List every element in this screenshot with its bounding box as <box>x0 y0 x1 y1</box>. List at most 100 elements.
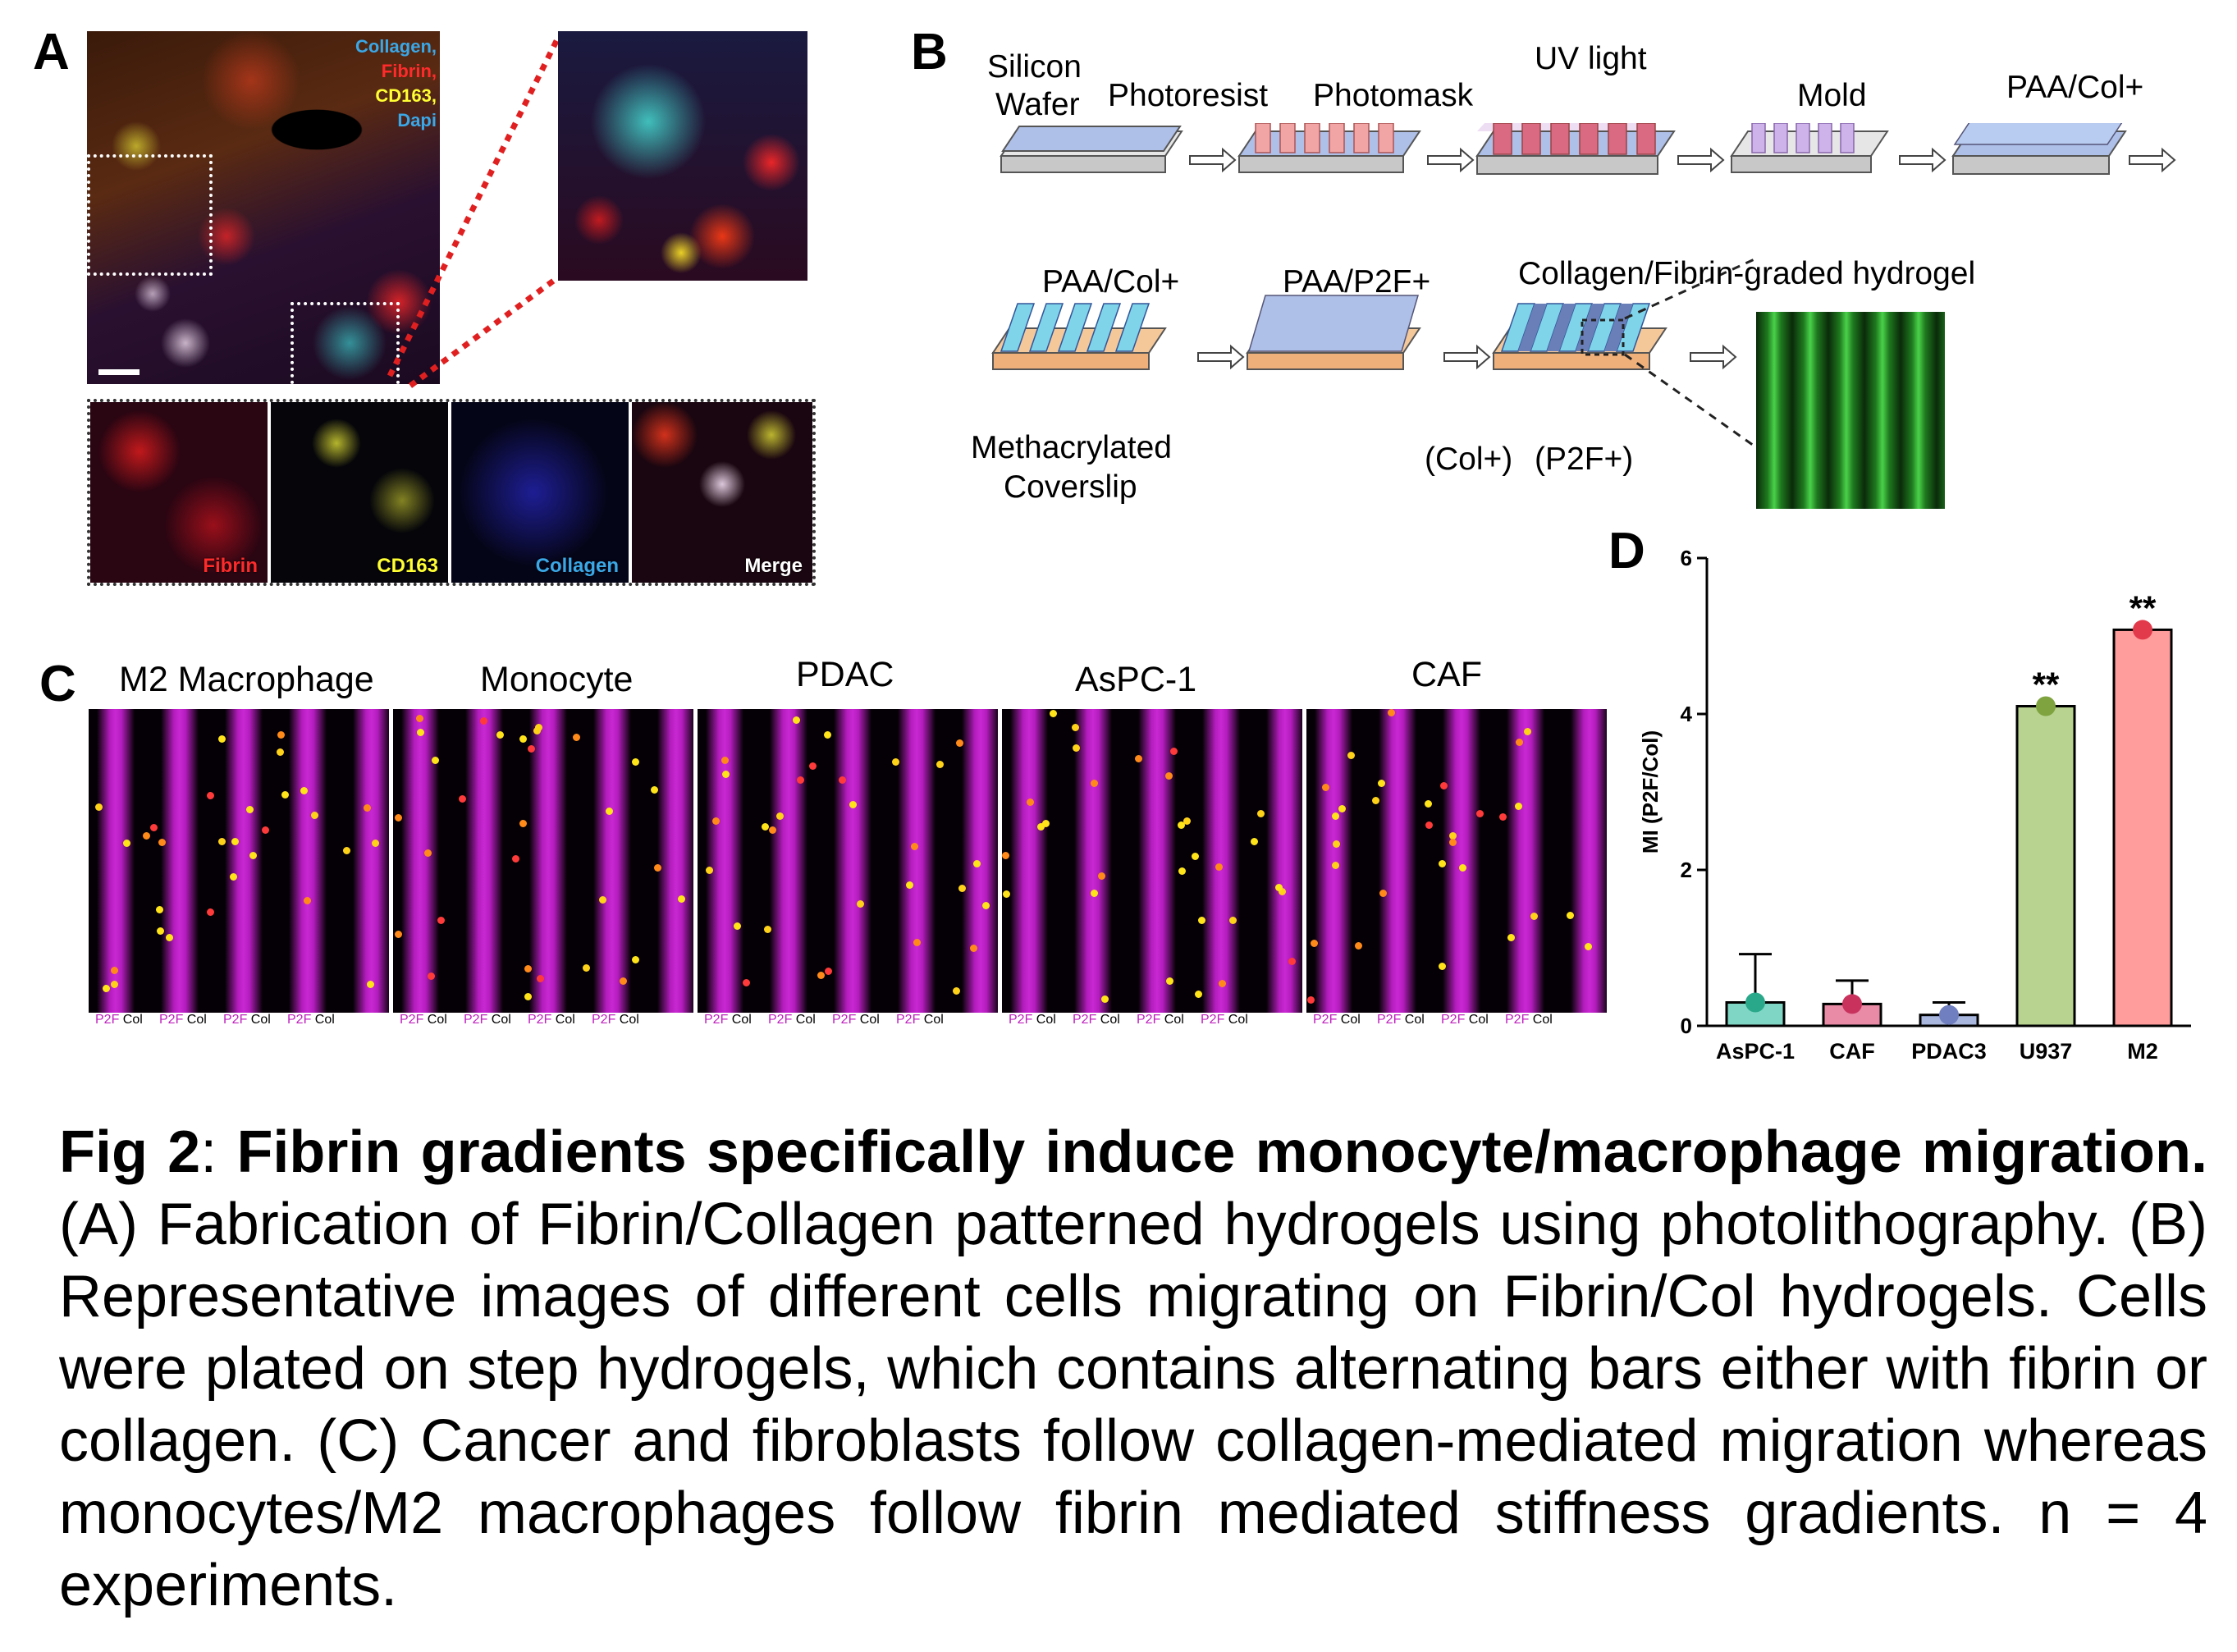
cell-dot <box>764 926 771 933</box>
stripe-label-pair: P2F Col <box>704 1013 752 1027</box>
fibrin-stripe <box>1138 709 1176 1013</box>
cell-dot <box>424 849 432 857</box>
cell-dot <box>1322 784 1329 791</box>
cell-dot <box>958 885 966 892</box>
cell-dot <box>734 922 741 930</box>
migration-panel-4 <box>1002 709 1306 1013</box>
panel-letter-a: A <box>33 24 70 80</box>
col-label: Col <box>1160 1013 1184 1027</box>
fibrin-stripe <box>1074 709 1112 1013</box>
cell-dot <box>911 843 918 850</box>
cell-dot <box>936 761 944 768</box>
cell-dot <box>281 791 289 799</box>
cell-dot <box>839 776 846 784</box>
label-graded-hydrogel: Collagen/Fibrin-graded hydrogel <box>1518 256 1976 291</box>
col-label: Col <box>1224 1013 1248 1027</box>
cell-dot <box>1338 805 1346 812</box>
cell-dot <box>1027 799 1034 806</box>
fibrin-stripe <box>770 709 807 1013</box>
stripe-label-pair: P2F Col <box>1201 1013 1248 1027</box>
cell-dot <box>1183 817 1191 825</box>
stripe-label-pair: P2F Col <box>159 1013 207 1027</box>
col-label: Col <box>311 1013 335 1027</box>
zoom-inset-image <box>558 31 807 281</box>
cell-dot <box>769 826 776 834</box>
title-m2-macrophage: M2 Macrophage <box>119 660 374 699</box>
cell-dot <box>1347 752 1355 759</box>
scale-bar <box>98 369 140 375</box>
cell-dot <box>249 852 257 859</box>
step-graded-hydrogel <box>1492 303 1667 370</box>
legend-dapi: Dapi <box>397 110 437 130</box>
stripe-label-pair: P2F Col <box>768 1013 816 1027</box>
x-tick-label: M2 <box>2127 1039 2158 1064</box>
cell-dot <box>824 731 831 739</box>
cell-dot <box>395 814 402 821</box>
channel-fibrin-image: Fibrin <box>90 402 268 583</box>
p2f-label: P2F <box>704 1013 729 1027</box>
cell-dot <box>776 812 784 820</box>
fibrin-stripe <box>1443 709 1480 1013</box>
cell-dot <box>277 748 284 756</box>
stripe-label-pair: P2F Col <box>223 1013 271 1027</box>
fibrin-stripe <box>529 709 567 1013</box>
legend-cd163: CD163, <box>375 85 437 106</box>
cell-dot <box>1072 724 1079 731</box>
fibrin-stripe <box>593 709 631 1013</box>
cell-dot <box>432 757 439 764</box>
cell-dot <box>1449 839 1457 846</box>
x-tick-label: U937 <box>2020 1039 2073 1064</box>
legend-collagen: Collagen, <box>355 36 437 57</box>
data-point <box>1842 994 1862 1014</box>
cell-dot <box>311 812 318 819</box>
title-aspc1: AsPC-1 <box>1075 660 1197 699</box>
cell-dot <box>620 977 627 985</box>
cell-dot <box>583 964 590 972</box>
cell-dot <box>793 716 800 724</box>
cell-dot <box>1516 739 1523 746</box>
cell-dot <box>970 945 977 952</box>
stripe-label-pair: P2F Col <box>400 1013 447 1027</box>
cell-dot <box>218 735 226 743</box>
p2f-label: P2F <box>1505 1013 1530 1027</box>
step-photoresist <box>1237 123 1421 173</box>
p2f-label: P2F <box>1009 1013 1033 1027</box>
col-label: Col <box>119 1013 143 1027</box>
cell-dot <box>817 972 825 979</box>
stripe-label-pair: P2F Col <box>287 1013 335 1027</box>
cell-dot <box>809 762 817 770</box>
label-coverslip: Coverslip <box>1004 469 1137 505</box>
cell-dot <box>1098 872 1105 880</box>
channel-fibrin-label: Fibrin <box>203 555 258 577</box>
channel-merge-image: Merge <box>632 402 812 583</box>
cell-dot <box>512 855 519 863</box>
cell-dot <box>953 987 960 995</box>
cell-dot <box>1166 977 1173 985</box>
x-tick-label: AsPC-1 <box>1716 1039 1795 1064</box>
cell-dot <box>1449 832 1457 840</box>
migration-panel-5 <box>1306 709 1611 1013</box>
fibrin-stripe <box>465 709 503 1013</box>
cell-dot <box>95 803 103 811</box>
label-silicon: Silicon <box>987 49 1082 85</box>
panel-letter-c: C <box>39 656 76 712</box>
cell-dot <box>230 873 237 881</box>
col-label: Col <box>423 1013 447 1027</box>
cell-dot <box>519 820 527 827</box>
stripe-label-pair: P2F Col <box>1073 1013 1120 1027</box>
fibrin-stripe <box>1507 709 1544 1013</box>
cell-dot <box>533 727 541 734</box>
p2f-label: P2F <box>1377 1013 1402 1027</box>
stripe-label-pair: P2F Col <box>592 1013 639 1027</box>
cell-dot <box>1165 772 1173 780</box>
zoom-lines <box>387 36 561 388</box>
cell-dot <box>1091 890 1098 897</box>
title-caf: CAF <box>1411 655 1482 694</box>
cell-dot <box>207 908 214 916</box>
step-paa-col <box>1951 123 2127 175</box>
col-label: Col <box>792 1013 816 1027</box>
data-point <box>2036 696 2056 716</box>
cell-dot <box>1425 800 1432 808</box>
channel-strip: Fibrin CD163 Collagen Merge <box>87 399 816 586</box>
fibrin-stripe <box>706 709 743 1013</box>
